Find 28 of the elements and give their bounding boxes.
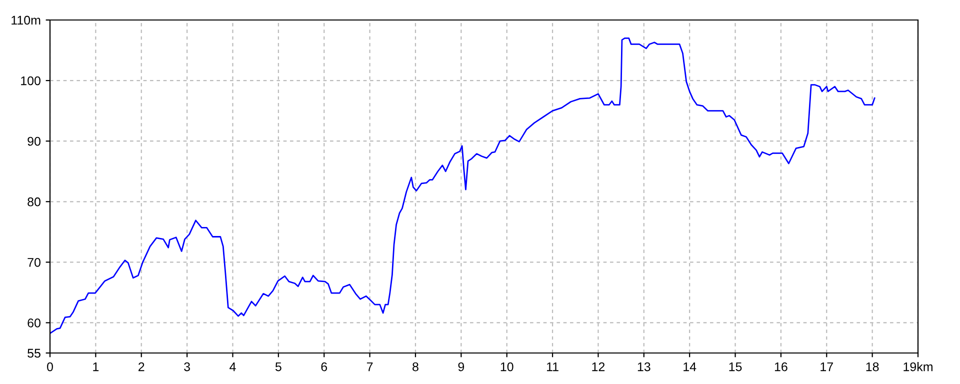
y-tick-label: 110m [12, 16, 40, 25]
x-tick-label: 8 [412, 362, 418, 372]
y-tick-label: 55 [28, 348, 40, 358]
x-tick-label: 6 [321, 362, 328, 372]
x-tick-label: 4 [230, 362, 236, 372]
x-tick-label: 15 [729, 362, 742, 372]
x-tick-label: 13 [638, 362, 650, 372]
x-tick-label: 5 [275, 362, 282, 372]
x-tick-label: 2 [138, 362, 144, 372]
x-tick-label: 1 [93, 362, 99, 372]
x-tick-label: 0 [47, 362, 53, 372]
x-tick-label: 7 [366, 362, 373, 372]
y-tick-label: 60 [28, 318, 40, 328]
x-tick-label: 3 [184, 362, 190, 372]
x-tick-label: 12 [592, 362, 605, 372]
y-tick-label: 70 [28, 258, 40, 267]
x-tick-label: 16 [774, 362, 788, 372]
x-tick-label: 10 [500, 362, 514, 372]
x-tick-label: 14 [684, 362, 696, 372]
x-tick-label: 11 [546, 362, 558, 372]
x-tick-label: 9 [458, 362, 464, 372]
line-series [50, 37, 876, 334]
x-tick-label: 18 [866, 362, 879, 372]
y-tick-label: 100 [21, 76, 40, 86]
x-tick-label: 17 [820, 362, 833, 372]
y-tick-label: 90 [28, 136, 40, 146]
y-tick-label: 80 [28, 197, 40, 206]
x-tick-label: 19km [904, 362, 932, 372]
